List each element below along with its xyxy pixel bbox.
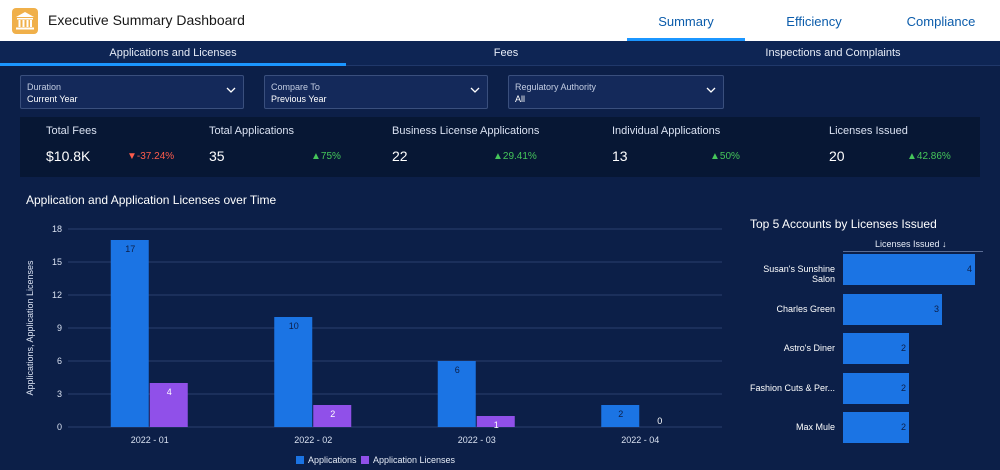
account-bar[interactable]: 2 (843, 372, 909, 404)
filter-label: Compare To (271, 82, 320, 92)
kpi-label-total-fees: Total Fees (46, 125, 97, 137)
y-tick-label: 0 (57, 422, 62, 432)
bar-application-licenses (476, 416, 515, 427)
x-tick-label: 2022 - 04 (621, 435, 659, 445)
account-value: 3 (933, 303, 939, 314)
sub-tab-bar: Applications and Licenses Fees Inspectio… (0, 41, 1000, 66)
account-bar[interactable]: 2 (843, 333, 909, 364)
kpi-delta-total-applications: ▲75% (311, 151, 341, 162)
account-bar[interactable]: 3 (843, 293, 942, 325)
kpi-label-individual-applications: Individual Applications (612, 125, 721, 137)
account-bar[interactable]: 4 (843, 254, 975, 285)
account-name[interactable]: Max Mule (795, 422, 835, 432)
licenses-issued-sort-header[interactable]: Licenses Issued ↓ (875, 239, 947, 249)
bar-applications (437, 361, 476, 427)
bank-icon (12, 8, 38, 34)
x-tick-label: 2022 - 01 (131, 435, 169, 445)
kpi-delta-total-fees: ▼-37.24% (127, 151, 175, 162)
filter-value: Current Year (27, 94, 78, 104)
bar-application-licenses (149, 383, 188, 427)
legend-item-application-licenses[interactable]: Application Licenses (361, 455, 455, 465)
y-tick-label: 12 (52, 290, 62, 300)
subtab-fees[interactable]: Fees (493, 47, 519, 59)
kpi-value-total-fees: $10.8K (46, 148, 91, 164)
tab-efficiency[interactable]: Efficiency (786, 14, 842, 29)
kpi-value-total-applications: 35 (209, 148, 225, 164)
account-value: 4 (966, 264, 972, 274)
bar-value-label: 2 (330, 409, 335, 419)
filter-value: Previous Year (271, 94, 327, 104)
account-value: 2 (900, 343, 906, 353)
account-name[interactable]: Susan's Sunshine Salon (763, 264, 835, 284)
filter-value: All (515, 94, 526, 104)
bar-value-label: 17 (125, 244, 135, 254)
kpi-label-business-license-applications: Business License Applications (392, 125, 540, 137)
bar-applications (601, 405, 640, 427)
legend-item-applications[interactable]: Applications (296, 455, 357, 465)
y-axis-label: Applications, Application Licenses (25, 260, 35, 396)
kpi-label-licenses-issued: Licenses Issued (829, 125, 908, 137)
tab-summary[interactable]: Summary (627, 0, 745, 41)
legend-label: Applications (308, 455, 357, 465)
y-tick-label: 18 (52, 224, 62, 234)
regulatory-authority-filter[interactable]: Regulatory Authority All (508, 75, 724, 109)
divider (843, 251, 983, 252)
y-tick-label: 9 (57, 323, 62, 333)
kpi-value-individual-applications: 13 (612, 148, 628, 164)
kpi-value-licenses-issued: 20 (829, 148, 845, 164)
filter-label: Duration (27, 82, 62, 92)
x-tick-label: 2022 - 03 (458, 435, 496, 445)
account-name[interactable]: Fashion Cuts & Per... (749, 382, 835, 393)
legend-swatch (361, 456, 369, 464)
bar-value-label: 1 (494, 420, 499, 430)
y-tick-label: 3 (57, 389, 62, 399)
account-name[interactable]: Charles Green (776, 303, 835, 314)
chart-title: Application and Application Licenses ove… (26, 193, 277, 207)
x-tick-label: 2022 - 02 (294, 435, 332, 445)
bar-value-label: 2 (618, 409, 623, 419)
top-header: Executive Summary Dashboard Summary Effi… (0, 0, 1000, 41)
account-value: 2 (900, 422, 906, 432)
legend-swatch (296, 456, 304, 464)
account-bar[interactable]: 2 (843, 412, 909, 443)
y-tick-label: 6 (57, 356, 62, 366)
kpi-delta-licenses-issued: ▲42.86% (907, 151, 951, 162)
chevron-down-icon (470, 87, 480, 93)
chevron-down-icon (226, 87, 236, 93)
compare-to-filter[interactable]: Compare To Previous Year (264, 75, 488, 109)
app-title: Executive Summary Dashboard (48, 12, 245, 28)
bar-applications (110, 240, 149, 427)
account-name[interactable]: Astro's Diner (783, 343, 835, 353)
kpi-strip: Total Fees $10.8K ▼-37.24% Total Applica… (20, 117, 980, 177)
duration-filter[interactable]: Duration Current Year (20, 75, 244, 109)
chevron-down-icon (706, 87, 716, 93)
bar-value-label: 4 (167, 387, 172, 397)
subtab-inspections-and-complaints[interactable]: Inspections and Complaints (765, 47, 901, 59)
subtab-applications-and-licenses[interactable]: Applications and Licenses (0, 41, 346, 66)
kpi-delta-business-license-applications: ▲29.41% (493, 151, 537, 162)
top-accounts-title: Top 5 Accounts by Licenses Issued (750, 217, 937, 231)
bar-application-licenses (313, 405, 352, 427)
bar-value-label: 0 (657, 416, 662, 426)
kpi-value-business-license-applications: 22 (392, 148, 408, 164)
filter-label: Regulatory Authority (515, 82, 597, 92)
bar-value-label: 10 (289, 321, 299, 331)
kpi-delta-individual-applications: ▲50% (710, 151, 740, 162)
bar-value-label: 6 (455, 365, 460, 375)
bar-applications (274, 317, 313, 427)
kpi-label-total-applications: Total Applications (209, 125, 294, 137)
tab-compliance[interactable]: Compliance (906, 14, 976, 29)
account-value: 2 (900, 382, 906, 393)
legend-label: Application Licenses (373, 455, 456, 465)
y-tick-label: 15 (52, 257, 62, 267)
